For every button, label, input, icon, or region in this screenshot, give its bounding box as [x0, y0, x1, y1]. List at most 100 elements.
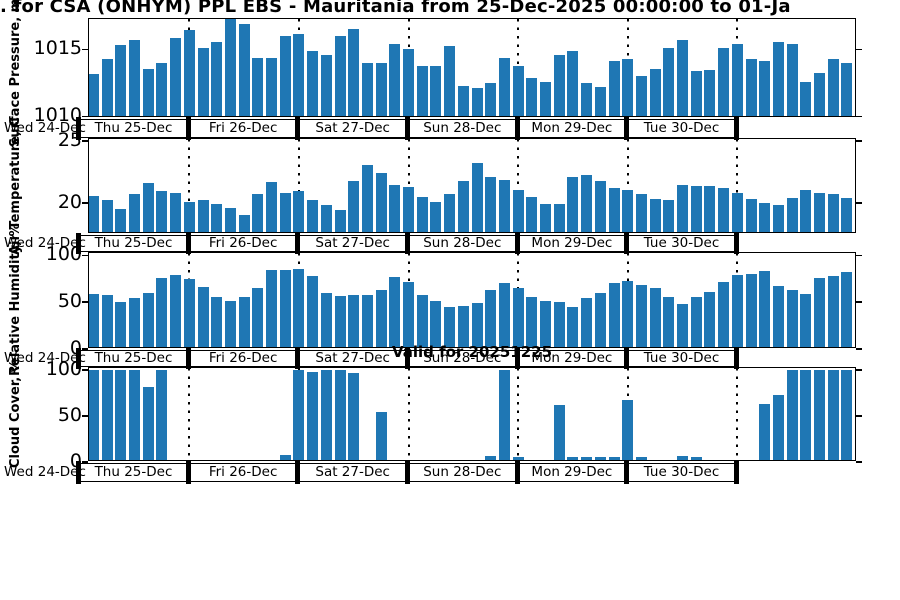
- bar: [841, 63, 853, 116]
- day-label: Sun 28-Dec: [423, 235, 502, 252]
- tick-mark: [82, 115, 88, 118]
- bar: [622, 189, 634, 232]
- day-boundary-tick: [624, 461, 630, 484]
- day-label: Sat 27-Dec: [315, 350, 390, 367]
- bar: [348, 294, 360, 347]
- bar: [663, 47, 675, 116]
- day-label: Sun 28-Dec: [423, 464, 502, 481]
- day-divider: [736, 139, 739, 232]
- bar: [457, 85, 469, 116]
- bar: [690, 296, 702, 347]
- bar: [745, 273, 757, 347]
- day-label: Thu 25-Dec: [94, 350, 173, 367]
- tick-mark: [856, 140, 862, 142]
- bar: [540, 204, 551, 232]
- bar: [457, 305, 469, 347]
- bar: [348, 29, 360, 116]
- bar: [211, 296, 223, 347]
- bar: [457, 181, 469, 232]
- plot-area-3: [88, 252, 856, 348]
- tick-mark: [82, 254, 88, 257]
- bar: [512, 457, 524, 460]
- bar: [512, 189, 524, 232]
- bar: [170, 193, 182, 232]
- bar: [101, 59, 113, 116]
- bar: [677, 39, 688, 116]
- bar: [786, 369, 798, 460]
- day-label: Thu 25-Dec: [94, 120, 173, 137]
- bar: [348, 181, 360, 232]
- bar: [348, 373, 360, 460]
- bar: [841, 271, 853, 347]
- day-label-left-edge: Wed 24-Dec: [4, 120, 86, 137]
- bar: [252, 288, 264, 347]
- bar: [827, 59, 839, 116]
- day-boundary-tick: [76, 117, 82, 140]
- y-tick-label: 20: [57, 190, 82, 213]
- day-label: Tue 30-Dec: [643, 464, 720, 481]
- bar: [814, 193, 825, 232]
- day-boundary-tick: [295, 348, 301, 369]
- day-boundary-tick: [405, 348, 410, 369]
- day-boundary-tick: [185, 348, 191, 369]
- bar: [129, 298, 140, 347]
- bar: [279, 454, 291, 460]
- bar: [649, 199, 661, 232]
- day-boundary-tick: [405, 461, 410, 484]
- bar: [279, 35, 291, 116]
- day-boundary-tick: [295, 117, 301, 140]
- bar: [293, 34, 305, 116]
- bar: [567, 306, 579, 347]
- bar: [498, 282, 510, 347]
- day-divider: [407, 368, 410, 460]
- tick-mark: [856, 115, 862, 118]
- bar: [512, 288, 524, 347]
- bar: [101, 369, 113, 460]
- bar: [841, 369, 853, 460]
- bar: [156, 278, 168, 347]
- bar: [279, 193, 291, 232]
- bar: [89, 369, 99, 460]
- bar: [567, 457, 579, 460]
- bar: [444, 46, 456, 116]
- day-label: Sun 28-Dec: [423, 350, 502, 367]
- bar: [594, 292, 606, 347]
- bar: [334, 35, 346, 116]
- bar: [471, 162, 483, 232]
- bar: [677, 184, 688, 232]
- bar: [581, 83, 593, 116]
- day-boundary-tick: [733, 233, 739, 254]
- bar: [581, 457, 593, 460]
- day-boundary-tick: [405, 117, 410, 140]
- bar: [375, 412, 387, 460]
- bar: [704, 291, 716, 347]
- tick-mark: [856, 301, 862, 303]
- tick-mark: [856, 48, 862, 51]
- bar: [156, 190, 168, 232]
- bar: [266, 58, 277, 116]
- bar: [320, 369, 332, 460]
- tick-mark: [82, 301, 88, 303]
- bar: [307, 51, 319, 116]
- tick-mark: [82, 202, 88, 204]
- bar: [526, 196, 538, 232]
- bar: [89, 195, 99, 232]
- tick-mark: [856, 202, 862, 204]
- plot-area-2: [88, 138, 856, 233]
- bar: [498, 58, 510, 116]
- day-boundary-tick: [185, 461, 191, 484]
- day-label: Mon 29-Dec: [531, 235, 613, 252]
- bar: [115, 44, 127, 116]
- bar: [526, 297, 538, 347]
- day-boundary-tick: [405, 233, 410, 254]
- bar: [718, 47, 730, 116]
- bar: [526, 77, 538, 116]
- bar: [745, 59, 757, 116]
- bar: [635, 284, 647, 347]
- y-tick-label: 1010: [33, 104, 82, 127]
- bar: [252, 194, 264, 232]
- bar: [266, 182, 277, 232]
- bar: [704, 185, 716, 232]
- bar: [89, 73, 99, 116]
- bar: [649, 68, 661, 116]
